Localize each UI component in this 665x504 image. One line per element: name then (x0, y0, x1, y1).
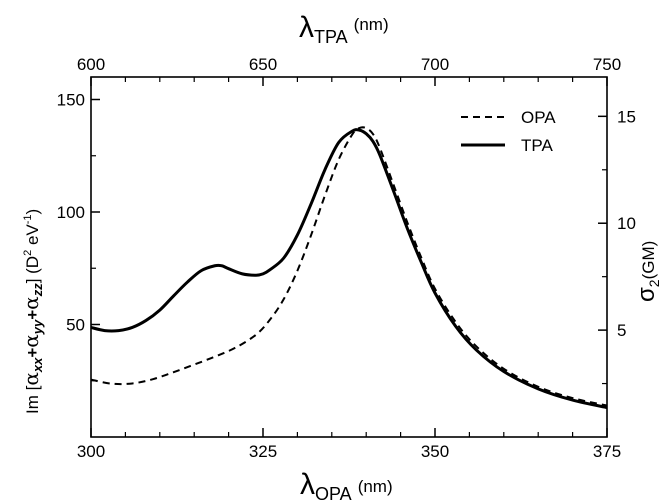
right-tick-label: 15 (617, 107, 636, 126)
legend-label-opa: OPA (521, 108, 556, 127)
bottom-axis-ticks: 300 325 350 375 (77, 428, 621, 461)
left-axis-superscript: -1 (22, 214, 34, 224)
left-axis-superscript: 2 (22, 250, 34, 256)
left-axis-subscript-xx: xx (30, 357, 45, 373)
top-tick-label: 650 (249, 55, 277, 74)
right-axis-ticks: 5 10 15 (598, 107, 636, 385)
legend-label-tpa: TPA (521, 136, 553, 155)
left-axis-subscript-zz: zz (30, 283, 45, 298)
bottom-axis-title: λOPA (nm) (300, 468, 393, 504)
top-axis-unit: (nm) (354, 15, 389, 34)
top-tick-label: 750 (593, 55, 621, 74)
left-tick-label: 150 (57, 91, 85, 110)
left-axis-alpha: α (19, 296, 43, 310)
left-axis-title-part: eV (23, 224, 42, 250)
right-axis-subscript: 2 (646, 279, 662, 287)
bottom-tick-label: 325 (249, 442, 277, 461)
bottom-tick-label: 375 (593, 442, 621, 461)
left-axis-title-part: ) (23, 209, 42, 215)
bottom-axis-symbol: λ (300, 468, 315, 501)
legend: OPA TPA (461, 108, 556, 155)
bottom-tick-label: 300 (77, 442, 105, 461)
top-tick-label: 700 (421, 55, 449, 74)
right-tick-label: 5 (617, 321, 626, 340)
bottom-tick-label: 350 (421, 442, 449, 461)
left-axis-plus: + (23, 348, 42, 358)
top-axis-ticks: 600 650 700 750 (77, 55, 621, 86)
top-axis-subscript: TPA (314, 27, 348, 47)
top-axis-title: λTPA (nm) (299, 11, 389, 47)
left-axis-alpha: α (19, 334, 43, 348)
right-axis-unit: (GM) (639, 241, 658, 280)
left-tick-label: 50 (66, 316, 85, 335)
left-axis-title-part: ] (D (23, 256, 42, 283)
bottom-axis-subscript: OPA (315, 484, 352, 504)
top-tick-label: 600 (77, 55, 105, 74)
left-axis-alpha: α (19, 372, 43, 386)
left-axis-plus: + (23, 310, 42, 320)
right-axis-title: σ2(GM) (633, 241, 662, 302)
plot-frame (90, 76, 608, 438)
left-axis-title-part: Im [ (23, 385, 42, 414)
top-axis-symbol: λ (299, 11, 314, 44)
left-axis-title: Im [αxx+αyy+αzz] (D2 eV-1) (19, 209, 45, 414)
left-axis-ticks: 50 100 150 (57, 91, 100, 382)
left-axis-subscript-yy: yy (30, 319, 45, 335)
series-line-tpa (90, 128, 608, 409)
right-axis-symbol: σ (633, 287, 660, 302)
bottom-axis-unit: (nm) (358, 477, 393, 496)
right-tick-label: 10 (617, 214, 636, 233)
left-tick-label: 100 (57, 203, 85, 222)
series-line-opa (90, 126, 608, 407)
